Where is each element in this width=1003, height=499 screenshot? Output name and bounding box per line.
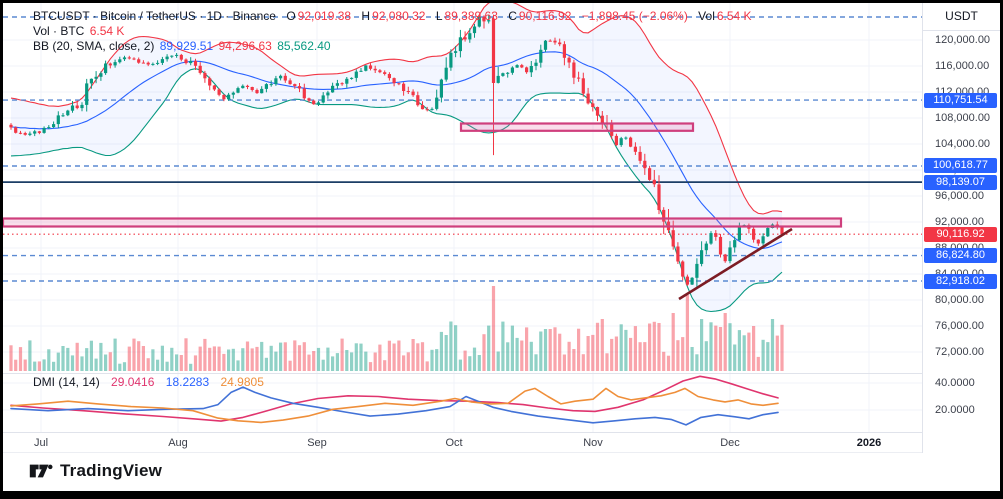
change-value: −1,898.45 (−2.06%) bbox=[581, 9, 688, 23]
price-range-boxes bbox=[3, 122, 843, 228]
dmi-adx-value: 29.0416 bbox=[111, 375, 155, 389]
tradingview-brand-text: TradingView bbox=[60, 461, 163, 480]
dmi-axis-tick: 20.0000 bbox=[935, 404, 975, 416]
price-tick: 72,000.00 bbox=[935, 346, 984, 358]
dmi-label: DMI (14, 14) bbox=[33, 375, 100, 389]
volume-label: Vol bbox=[698, 9, 715, 23]
high-value: 92,080.32 bbox=[372, 9, 426, 23]
bb-lower-value: 85,562.40 bbox=[277, 39, 331, 53]
low-value: 89,389.63 bbox=[444, 9, 498, 23]
volume-legend-row[interactable]: Vol · BTC 6.54 K bbox=[33, 24, 752, 38]
bb-basis-value: 89,929.51 bbox=[159, 39, 214, 53]
close-value: 90,116.92 bbox=[518, 9, 572, 23]
time-axis-label: Aug bbox=[168, 437, 188, 449]
chart-area: BTCUSDT · Bitcoin / TetherUS · 1D · Bina… bbox=[3, 3, 1000, 453]
open-value: 92,019.38 bbox=[297, 9, 352, 23]
price-axis[interactable]: USDT 120,000.00 116,000.00 112,000.00 108,0… bbox=[922, 3, 1000, 453]
price-tick: 92,000.00 bbox=[935, 216, 984, 228]
price-tick: 108,000.00 bbox=[935, 112, 991, 124]
time-axis-label: Sep bbox=[307, 437, 327, 449]
volume-bars bbox=[9, 286, 784, 371]
close-label: C bbox=[508, 9, 517, 23]
price-tick: 104,000.00 bbox=[935, 138, 991, 150]
price-axis-currency[interactable]: USDT bbox=[923, 3, 1000, 31]
price-tick: 76,000.00 bbox=[935, 320, 984, 332]
price-tick: 96,000.00 bbox=[935, 190, 984, 202]
bb-label: BB (20, SMA, close, 2) bbox=[33, 39, 155, 53]
tradingview-brand[interactable]: TradingView bbox=[29, 461, 162, 481]
symbol-legend-row[interactable]: BTCUSDT · Bitcoin / TetherUS · 1D · Bina… bbox=[33, 9, 752, 23]
time-axis[interactable]: Jul Aug Sep Oct Nov Dec 2026 bbox=[3, 433, 1000, 453]
bb-fill bbox=[11, 3, 782, 312]
time-axis-label: 2026 bbox=[856, 437, 882, 449]
dmi-lines bbox=[10, 375, 779, 426]
vol-btc-label: Vol · BTC bbox=[33, 24, 85, 38]
current-price-badge: 90,116.92 bbox=[924, 227, 997, 242]
time-axis-label: Jul bbox=[33, 437, 49, 449]
bb-legend-row[interactable]: BB (20, SMA, close, 2) 89,929.51 94,296.… bbox=[33, 39, 752, 53]
open-label: O bbox=[286, 9, 296, 23]
low-label: L bbox=[435, 9, 443, 23]
tradingview-widget: BTCUSDT · Bitcoin / TetherUS · 1D · Bina… bbox=[3, 3, 1000, 491]
level-price-badge: 110,751.54 bbox=[924, 93, 997, 108]
time-axis-label: Oct bbox=[445, 437, 463, 449]
high-label: H bbox=[361, 9, 371, 23]
time-axis-label: Nov bbox=[583, 437, 603, 449]
bb-upper-value: 94,296.63 bbox=[218, 39, 272, 53]
level-price-badge: 86,824.80 bbox=[924, 248, 997, 263]
bb-upper-line bbox=[10, 3, 783, 215]
price-tick: 80,000.00 bbox=[935, 294, 984, 306]
trendline bbox=[678, 227, 793, 301]
price-tick: 120,000.00 bbox=[935, 34, 991, 46]
price-tick: 116,000.00 bbox=[935, 60, 990, 72]
level-price-badge: 82,918.02 bbox=[924, 274, 997, 289]
dmi-axis-tick: 40.0000 bbox=[935, 377, 975, 389]
footer: TradingView bbox=[3, 452, 1000, 491]
chart-canvas[interactable] bbox=[3, 3, 1000, 453]
bb-lower-line bbox=[10, 68, 783, 313]
volume-value: 6.54 K bbox=[716, 9, 752, 23]
vol-btc-value: 6.54 K bbox=[89, 24, 125, 38]
level-price-badge: 98,139.07 bbox=[924, 175, 997, 190]
chart-legend: BTCUSDT · Bitcoin / TetherUS · 1D · Bina… bbox=[33, 9, 752, 54]
tradingview-logo-icon bbox=[29, 464, 53, 478]
dmi-legend-row[interactable]: DMI (14, 14) 29.0416 18.2283 24.9805 bbox=[33, 375, 272, 389]
time-axis-label: Dec bbox=[720, 437, 740, 449]
dmi-minus-di-value: 24.9805 bbox=[220, 375, 264, 389]
level-price-badge: 100,618.77 bbox=[924, 158, 997, 173]
dmi-plus-di-value: 18.2283 bbox=[165, 375, 210, 389]
symbol-title: BTCUSDT · Bitcoin / TetherUS · 1D · Bina… bbox=[33, 9, 276, 23]
candles bbox=[9, 14, 784, 288]
